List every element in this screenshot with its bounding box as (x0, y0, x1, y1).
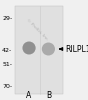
Text: A: A (26, 92, 32, 100)
Text: B: B (46, 92, 51, 100)
Text: © ProSci, Inc.: © ProSci, Inc. (25, 18, 49, 42)
Ellipse shape (42, 42, 55, 56)
Text: RILPL1: RILPL1 (66, 44, 88, 54)
Text: 42-: 42- (2, 48, 12, 53)
Text: 70-: 70- (2, 84, 12, 90)
Text: 51-: 51- (2, 62, 12, 68)
Text: 29-: 29- (2, 16, 12, 20)
Ellipse shape (22, 42, 36, 55)
Bar (15, 6, 63, 94)
